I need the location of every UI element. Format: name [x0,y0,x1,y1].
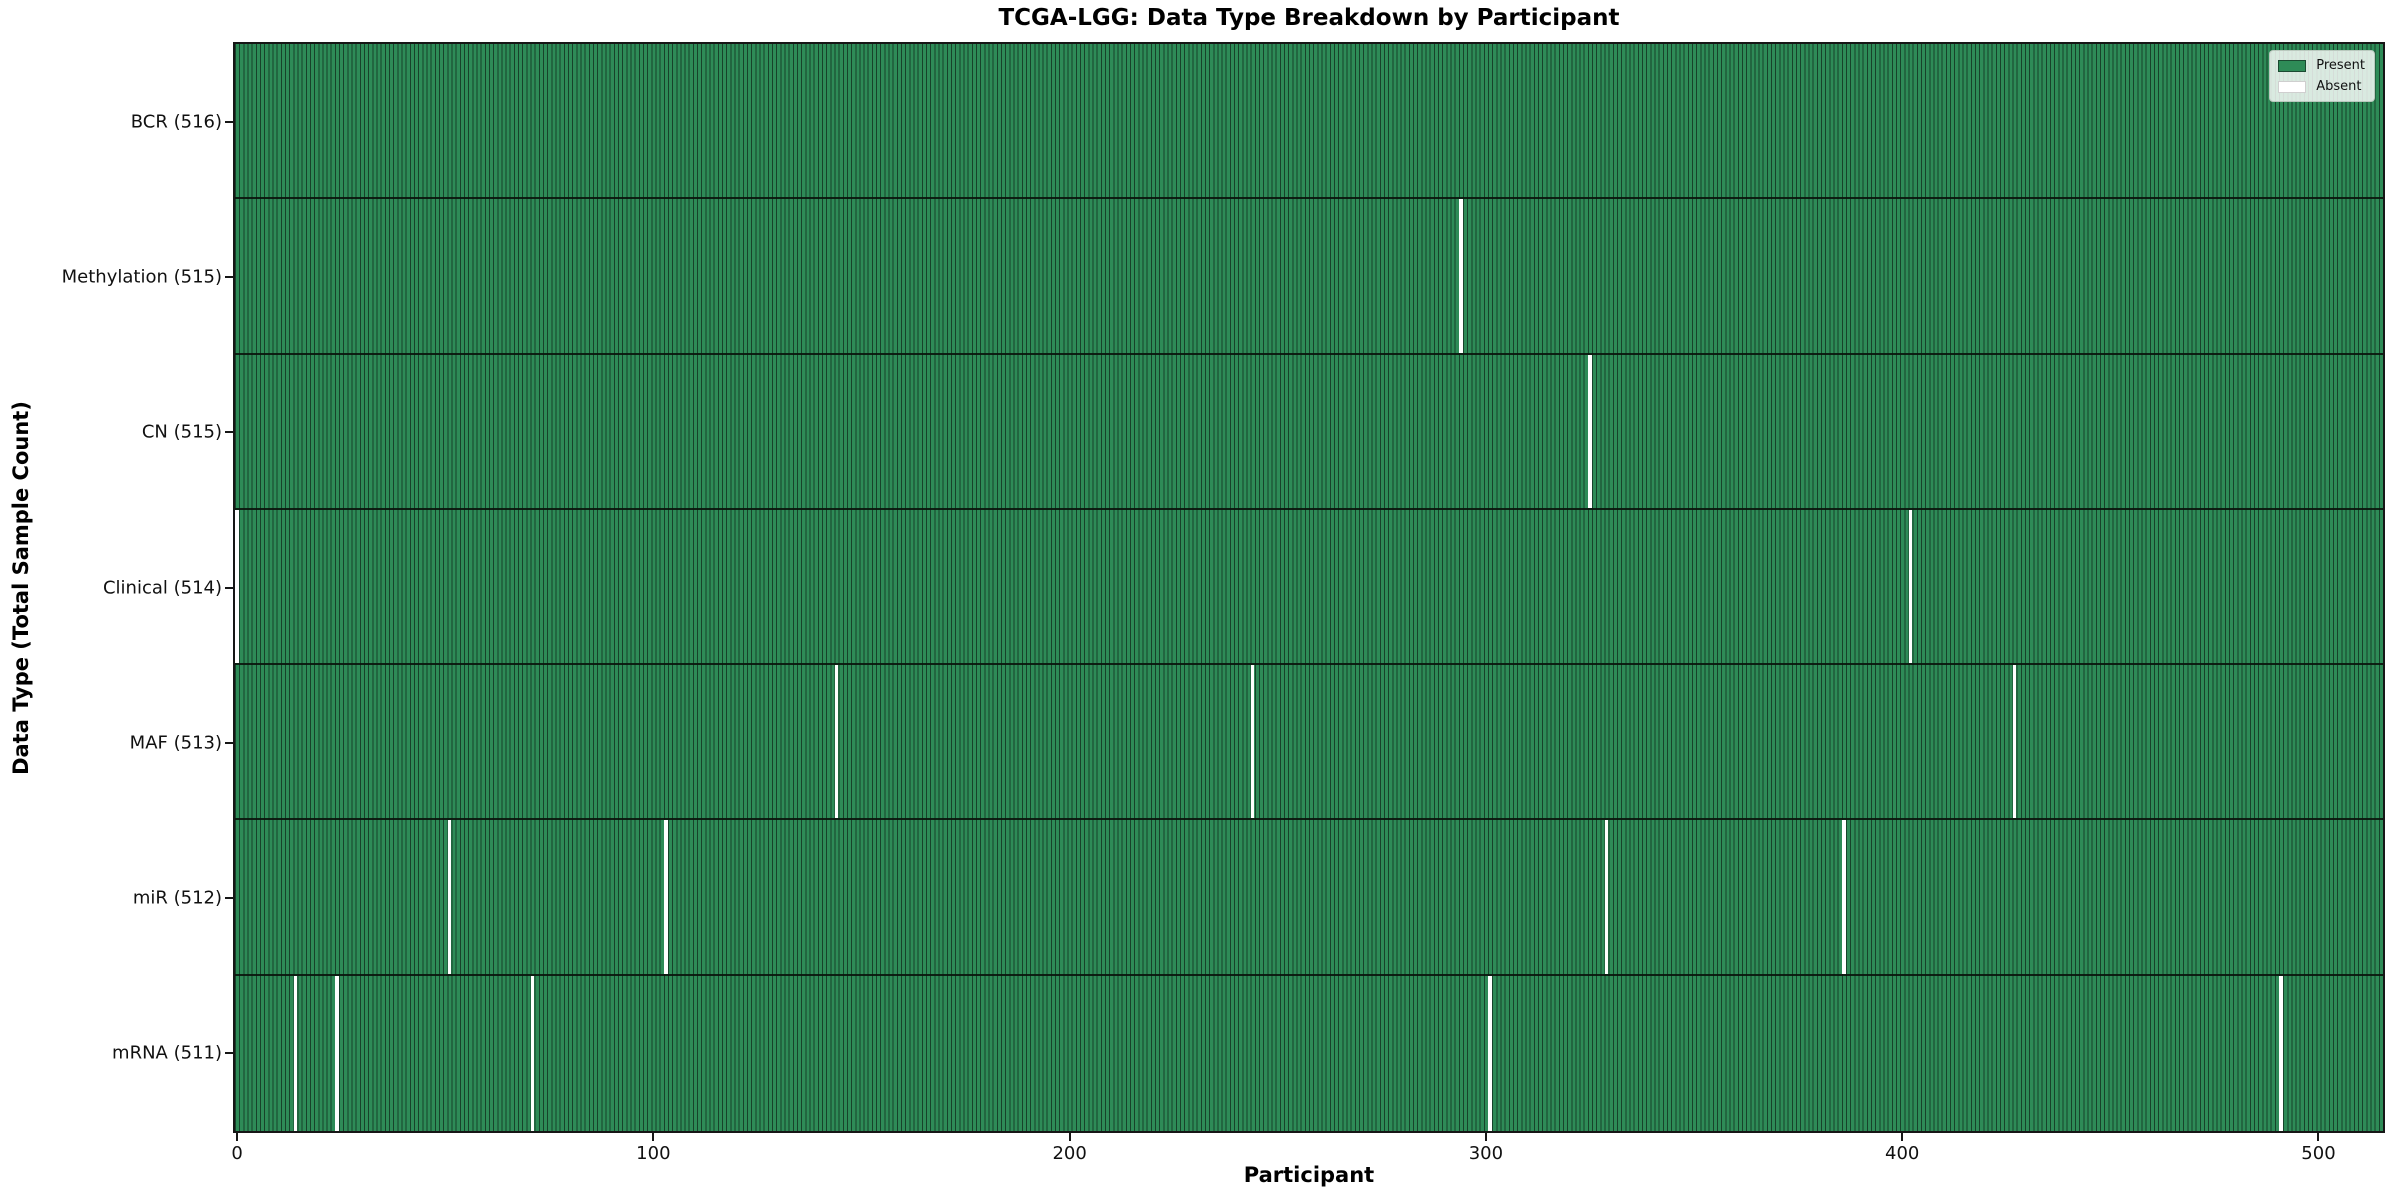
ytick-label-BCR: BCR (516) [130,111,222,133]
ytick-mark-MAF [225,741,233,744]
xtick-label-100: 100 [636,1143,671,1164]
absent-cell-Clinical-0 [235,509,239,664]
absent-cell-MAF-427 [2012,665,2017,819]
absent-cell-miR-103 [664,820,668,974]
ytick-label-MAF: MAF (513) [129,732,222,754]
xtick-mark-400 [1901,1133,1904,1141]
x-axis-label: Participant [1243,1163,1375,1187]
legend: Present Absent [2269,50,2375,102]
chart-title: TCGA-LGG: Data Type Breakdown by Partici… [998,5,1620,31]
heatmap-row-miR [235,820,2383,976]
heatmap-row-CN [235,354,2383,510]
xtick-label-400: 400 [1885,1143,1920,1164]
absent-cell-MAF-144 [834,665,839,819]
absent-cell-miR-386 [1842,820,1846,974]
xtick-label-500: 500 [2301,1143,2336,1164]
present-swatch [2278,59,2307,72]
xtick-mark-100 [652,1133,655,1141]
xtick-label-0: 0 [231,1143,243,1164]
ytick-mark-mRNA [225,1052,233,1055]
heatmap-row-mRNA [235,975,2383,1131]
xtick-mark-500 [2317,1133,2320,1141]
legend-label-absent: Absent [2316,79,2362,94]
ytick-mark-Methylation [225,275,233,278]
ytick-label-Methylation: Methylation (515) [61,266,222,288]
absent-cell-miR-51 [447,820,452,974]
ytick-mark-CN [225,431,233,434]
absent-cell-miR-329 [1604,820,1609,974]
absent-cell-mRNA-71 [530,975,535,1131]
absent-cell-mRNA-14 [293,975,298,1131]
absent-cell-MAF-244 [1251,665,1255,819]
heatmap-rows [235,44,2383,1131]
ytick-label-CN: CN (515) [141,421,222,443]
absent-cell-mRNA-24 [335,975,339,1131]
heatmap-row-BCR [235,44,2383,200]
legend-entry-present: Present [2278,58,2365,73]
legend-label-present: Present [2316,58,2365,73]
xtick-mark-300 [1484,1133,1487,1141]
xtick-mark-0 [236,1133,239,1141]
heatmap-row-Clinical [235,509,2383,666]
xtick-label-200: 200 [1052,1143,1087,1164]
absent-cell-mRNA-301 [1488,975,1492,1131]
ytick-label-miR: miR (512) [132,887,222,909]
absent-cell-CN-325 [1588,354,1592,508]
legend-entry-absent: Absent [2278,79,2365,94]
ytick-label-mRNA: mRNA (511) [112,1042,222,1064]
ytick-mark-BCR [225,120,233,123]
ytick-label-Clinical: Clinical (514) [102,577,222,598]
absent-cell-Methylation-294 [1459,199,1463,353]
ytick-mark-miR [225,897,233,900]
xtick-mark-200 [1068,1133,1071,1141]
ytick-mark-Clinical [225,586,233,589]
xtick-label-300: 300 [1468,1143,1504,1164]
heatmap-row-Methylation [235,199,2383,355]
absent-cell-mRNA-491 [2279,975,2283,1131]
plot-area: Present Absent [233,42,2385,1133]
absent-cell-Clinical-402 [1908,509,1913,664]
heatmap-row-MAF [235,665,2383,821]
absent-swatch [2278,80,2307,93]
